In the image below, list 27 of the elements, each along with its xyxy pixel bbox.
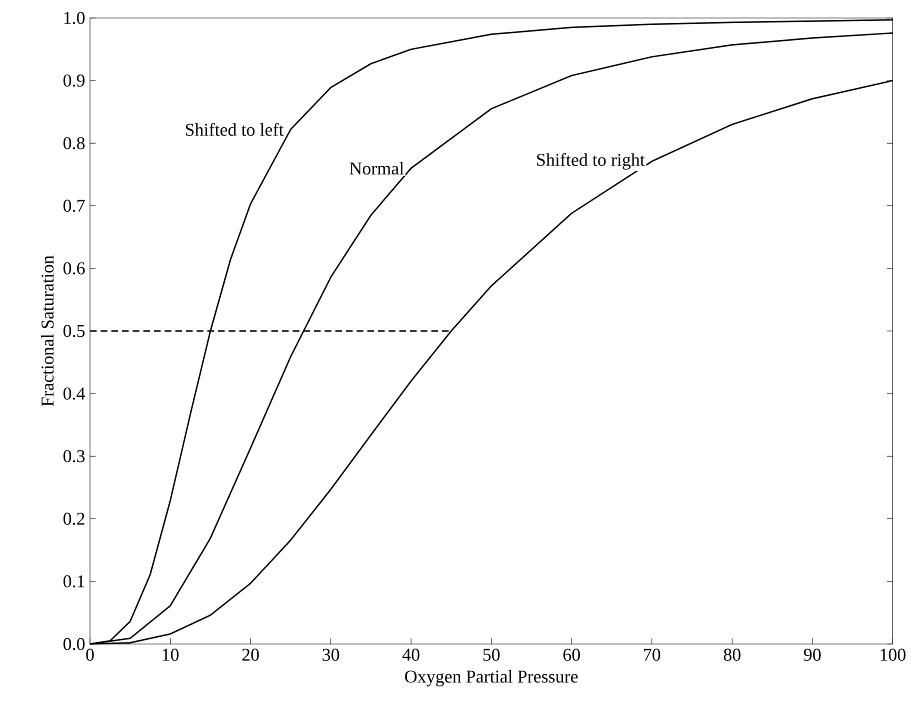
x-tick-label: 70 — [644, 648, 660, 661]
y-tick-label: 0.8 — [63, 137, 85, 150]
x-tick-label: 10 — [162, 648, 179, 661]
y-tick-label: 0.9 — [63, 74, 85, 87]
series-label: Shifted to left — [186, 122, 284, 136]
x-tick-label: 20 — [242, 648, 259, 661]
x-tick-label: 50 — [483, 648, 500, 661]
y-tick-label: 0.4 — [63, 387, 86, 400]
x-axis-title: Oxygen Partial Pressure — [405, 670, 578, 686]
series-label: Normal — [350, 162, 404, 175]
y-tick-label: 0.0 — [63, 638, 85, 650]
y-tick-label: 0.5 — [63, 324, 85, 338]
y-tick-label: 0.1 — [63, 575, 84, 588]
y-tick-label: 0.6 — [63, 262, 85, 274]
y-tick-label: 0.7 — [63, 200, 85, 212]
y-axis-title: Fractional Saturation — [40, 256, 54, 406]
x-tick-label: 60 — [563, 648, 580, 661]
x-tick-label: 100 — [880, 648, 906, 661]
x-tick-label: 0 — [86, 648, 94, 661]
series-label: Shifted to right — [537, 153, 645, 170]
x-tick-label: 90 — [804, 648, 821, 661]
y-tick-label: 0.3 — [63, 450, 85, 462]
x-tick-label: 40 — [402, 648, 420, 661]
y-tick-label: 1.0 — [64, 12, 85, 24]
x-tick-label: 80 — [724, 648, 740, 661]
y-tick-label: 0.2 — [63, 512, 84, 525]
x-tick-label: 30 — [322, 648, 340, 661]
